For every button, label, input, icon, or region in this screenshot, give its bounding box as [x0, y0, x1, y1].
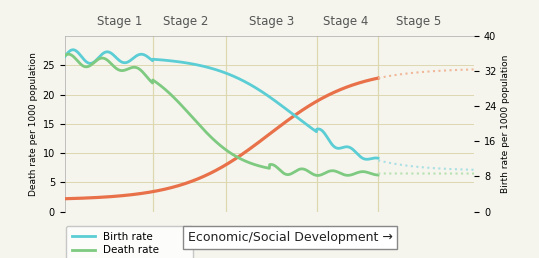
Text: Economic/Social Development →: Economic/Social Development → [188, 231, 392, 244]
Text: Stage 3: Stage 3 [249, 15, 294, 28]
Legend: Birth rate, Death rate, Total population, Projection: Birth rate, Death rate, Total population… [66, 225, 193, 258]
Y-axis label: Death rate per 1000 population: Death rate per 1000 population [29, 52, 38, 196]
Text: Stage 1: Stage 1 [98, 15, 143, 28]
Text: Stage 2: Stage 2 [163, 15, 208, 28]
Y-axis label: Birth rate per 1000 population: Birth rate per 1000 population [501, 55, 509, 193]
Text: Stage 4: Stage 4 [323, 15, 368, 28]
Text: Stage 5: Stage 5 [396, 15, 441, 28]
